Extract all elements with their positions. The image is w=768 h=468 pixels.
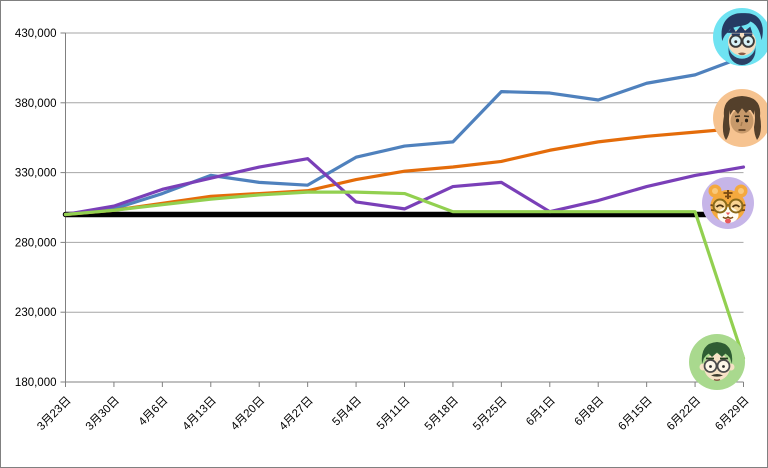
- y-tick-label: 280,000: [15, 237, 57, 249]
- x-tick-label: 5月11日: [375, 395, 413, 433]
- series-line-user-orange-avatar: [63, 126, 746, 217]
- series-line-user-green-avatar: [63, 190, 746, 360]
- x-tick-label: 5月18日: [423, 395, 461, 433]
- x-tick-label: 6月15日: [616, 395, 654, 433]
- y-tick-label: 380,000: [15, 98, 57, 110]
- x-tick-label: 6月22日: [665, 395, 703, 433]
- x-tick-label: 4月13日: [181, 395, 219, 433]
- x-tick-label: 3月23日: [35, 395, 73, 433]
- x-tick-label: 4月27日: [277, 395, 315, 433]
- x-tick-label: 4月6日: [137, 395, 171, 429]
- x-tick-label: 5月25日: [471, 395, 509, 433]
- x-tick-label: 6月29日: [713, 395, 751, 433]
- x-tick-label: 5月4日: [330, 395, 364, 429]
- series-line-user-cyan-avatar: [63, 55, 746, 217]
- y-tick-label: 330,000: [15, 168, 57, 180]
- y-tick-label: 180,000: [15, 377, 57, 389]
- series-line-user-purple-avatar: [63, 157, 746, 217]
- x-tick-label: 6月8日: [573, 395, 607, 429]
- x-tick-label: 3月30日: [84, 395, 122, 433]
- y-tick-label: 430,000: [15, 28, 57, 40]
- y-tick-label: 230,000: [15, 307, 57, 319]
- x-tick-label: 6月1日: [524, 395, 558, 429]
- x-tick-label: 4月20日: [229, 395, 267, 433]
